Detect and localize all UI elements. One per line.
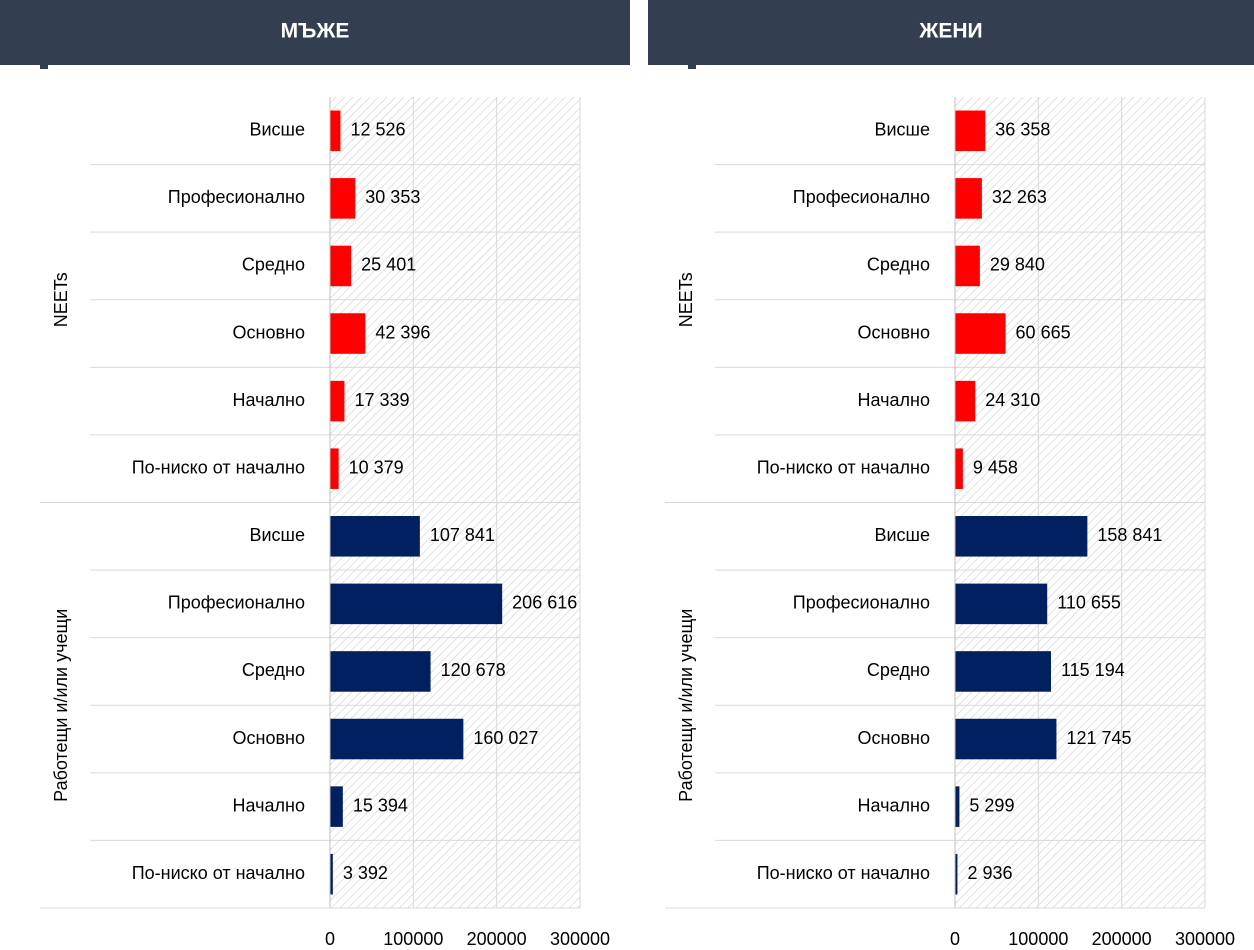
bar (330, 516, 420, 557)
category-label: Висше (249, 525, 305, 545)
value-label: 60 665 (1016, 322, 1071, 342)
category-label: Средно (242, 255, 305, 275)
group-label: Работещи и/или учещи (51, 609, 71, 802)
value-label: 115 194 (1061, 660, 1125, 680)
category-label: Средно (867, 660, 930, 680)
bar (330, 110, 341, 152)
category-label: Основно (858, 322, 930, 342)
bar (330, 786, 343, 827)
category-label: Висше (249, 120, 305, 140)
value-label: 121 745 (1066, 728, 1131, 748)
header-banner (648, 0, 1254, 65)
bar (955, 718, 1057, 760)
chart-title: МЪЖЕ (281, 20, 350, 43)
value-label: 3 392 (343, 863, 388, 883)
bar (330, 380, 345, 422)
bar (955, 245, 980, 287)
bar (955, 448, 963, 489)
x-tick-label: 300000 (1175, 929, 1235, 949)
category-label: Основно (233, 728, 305, 748)
value-label: 24 310 (985, 390, 1040, 410)
bar (330, 651, 431, 692)
banner-notch (688, 65, 696, 69)
category-label: Професионално (793, 593, 930, 613)
value-label: 17 339 (354, 390, 409, 410)
category-label: Средно (242, 660, 305, 680)
chart-title: ЖЕНИ (918, 20, 982, 43)
value-label: 10 379 (349, 457, 404, 477)
category-label: Основно (233, 322, 305, 342)
bar (330, 853, 333, 895)
bar (955, 110, 986, 152)
bar (330, 313, 366, 354)
category-label: Начално (233, 390, 305, 410)
value-label: 158 841 (1097, 525, 1162, 545)
value-label: 160 027 (473, 728, 538, 748)
category-label: По-ниско от начално (757, 863, 930, 883)
bar (955, 853, 958, 895)
x-tick-label: 200000 (1092, 929, 1152, 949)
value-label: 110 655 (1057, 593, 1121, 613)
header-banner (0, 0, 630, 65)
value-label: 120 678 (441, 660, 506, 680)
category-label: Професионално (793, 187, 930, 207)
group-label: NEETs (676, 272, 696, 327)
category-label: Начално (233, 795, 305, 815)
x-tick-label: 0 (325, 929, 335, 949)
category-label: Висше (874, 120, 930, 140)
category-label: По-ниско от начално (132, 457, 305, 477)
value-label: 29 840 (990, 255, 1045, 275)
category-label: Професионално (168, 187, 305, 207)
bar (955, 651, 1051, 692)
bar (330, 718, 464, 760)
bar (955, 786, 960, 827)
banner-notch (40, 65, 48, 69)
bar (955, 380, 976, 422)
group-label: NEETs (51, 272, 71, 327)
value-label: 9 458 (973, 457, 1018, 477)
bar (330, 583, 503, 625)
value-label: 12 526 (350, 120, 405, 140)
value-label: 206 616 (512, 593, 577, 613)
value-label: 15 394 (353, 795, 408, 815)
category-label: По-ниско от начално (132, 863, 305, 883)
bar (330, 178, 356, 219)
category-label: Основно (858, 728, 930, 748)
x-tick-label: 200000 (467, 929, 527, 949)
category-label: Професионално (168, 593, 305, 613)
bar (330, 448, 339, 489)
category-label: По-ниско от начално (757, 457, 930, 477)
bar (330, 245, 352, 287)
value-label: 42 396 (375, 322, 430, 342)
bar (955, 516, 1088, 557)
group-label: Работещи и/или учещи (676, 609, 696, 802)
category-label: Висше (874, 525, 930, 545)
value-label: 30 353 (365, 187, 420, 207)
value-label: 32 263 (992, 187, 1047, 207)
value-label: 5 299 (969, 795, 1014, 815)
bar (955, 583, 1048, 625)
value-label: 107 841 (430, 525, 495, 545)
value-label: 36 358 (995, 120, 1050, 140)
value-label: 2 936 (967, 863, 1012, 883)
bar (955, 178, 982, 219)
category-label: Начално (858, 390, 930, 410)
x-tick-label: 0 (950, 929, 960, 949)
x-tick-label: 300000 (550, 929, 610, 949)
x-tick-label: 100000 (383, 929, 443, 949)
value-label: 25 401 (361, 255, 416, 275)
x-tick-label: 100000 (1008, 929, 1068, 949)
bar (955, 313, 1006, 354)
category-label: Средно (867, 255, 930, 275)
category-label: Начално (858, 795, 930, 815)
